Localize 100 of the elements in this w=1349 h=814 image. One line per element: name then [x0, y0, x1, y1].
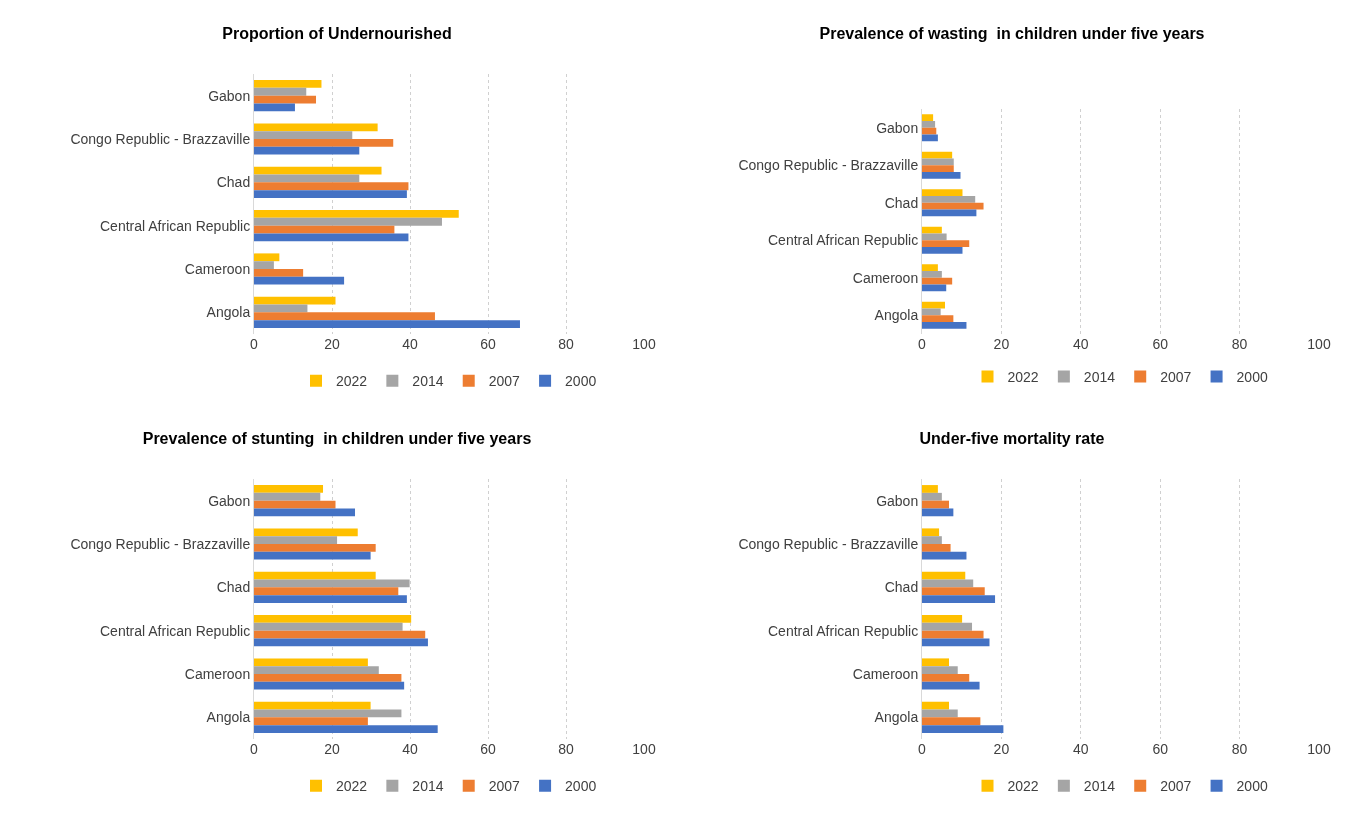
x-tick-label: 0	[250, 741, 259, 757]
bar	[922, 151, 953, 159]
y-tick-label: Central African Republic	[768, 232, 919, 249]
bar	[922, 315, 954, 322]
legend-label: 2007	[488, 778, 521, 795]
bar	[922, 301, 946, 309]
bar	[254, 261, 274, 269]
legend-label: 2014	[1083, 369, 1116, 386]
y-tick-label: Congo Republic - Brazzaville	[738, 535, 919, 552]
x-tick-label: 40	[1073, 336, 1089, 352]
y-tick-label: Gabon	[876, 492, 919, 509]
bar	[922, 725, 1004, 733]
bar	[254, 571, 376, 580]
legend-label: 2022	[336, 373, 368, 390]
bar	[922, 240, 970, 247]
y-tick-label: Gabon	[208, 492, 251, 509]
bar	[254, 190, 407, 198]
bar	[922, 638, 990, 647]
bar	[922, 674, 970, 682]
bar	[254, 717, 368, 726]
bar	[922, 308, 941, 316]
legend-label: 2014	[1083, 778, 1116, 795]
bar	[922, 121, 936, 128]
x-tick-label: 0	[250, 336, 259, 352]
bar	[922, 681, 980, 690]
bar	[922, 158, 954, 166]
bar	[922, 264, 938, 271]
bar	[922, 551, 967, 560]
x-tick-label: 100	[632, 741, 656, 757]
bar	[922, 485, 938, 493]
y-tick-label: Gabon	[208, 87, 251, 104]
legend-label: 2000	[565, 778, 597, 795]
bar	[922, 595, 996, 603]
x-tick-label: 0	[918, 741, 927, 757]
bar	[254, 485, 324, 493]
bar	[254, 551, 371, 560]
bar	[254, 587, 399, 596]
legend-label: 2007	[488, 373, 521, 390]
x-tick-label: 60	[480, 336, 496, 352]
chart-title: Under-five mortality rate	[919, 430, 1105, 448]
bar	[922, 508, 954, 517]
bar	[254, 182, 409, 191]
bar	[922, 492, 942, 501]
y-tick-label: Central African Republic	[100, 217, 251, 234]
x-tick-label: 100	[632, 336, 656, 352]
bar	[922, 114, 934, 121]
legend-label: 2000	[1236, 369, 1268, 386]
legend-label: 2000	[565, 373, 597, 390]
legend-label: 2022	[336, 778, 368, 795]
y-tick-label: Chad	[216, 579, 251, 596]
x-tick-label: 20	[993, 741, 1010, 757]
legend-label: 2007	[1160, 369, 1192, 386]
bar	[254, 528, 358, 537]
x-tick-label: 20	[324, 336, 340, 352]
bar	[254, 174, 360, 183]
x-tick-label: 80	[558, 336, 574, 352]
x-tick-label: 20	[993, 336, 1010, 352]
bar	[254, 508, 356, 517]
y-tick-label: Angola	[206, 304, 251, 321]
bar	[254, 638, 428, 647]
bar	[254, 80, 322, 88]
bar	[254, 622, 403, 631]
y-tick-label: Angola	[206, 709, 251, 726]
bar	[254, 233, 409, 242]
y-tick-label: Congo Republic - Brazzaville	[70, 130, 251, 147]
bar	[922, 536, 942, 544]
bar	[254, 725, 438, 733]
bar	[254, 103, 295, 112]
y-tick-label: Angola	[874, 709, 919, 726]
y-tick-label: Chad	[884, 194, 919, 211]
bar	[254, 595, 407, 603]
bar	[922, 544, 951, 552]
x-tick-label: 40	[402, 336, 418, 352]
chart-title: Prevalence of wasting in children under five years	[819, 25, 1205, 43]
chart-title: Prevalence of stunting in children under five years	[142, 430, 532, 448]
bar	[922, 202, 984, 210]
legend-label: 2007	[1160, 778, 1192, 795]
bar	[254, 131, 353, 139]
bar	[254, 253, 280, 262]
bar	[922, 226, 942, 234]
y-tick-label: Congo Republic - Brazzaville	[738, 157, 919, 174]
bar	[922, 701, 949, 710]
y-tick-label: Chad	[884, 579, 919, 596]
x-tick-label: 0	[918, 336, 927, 352]
x-tick-label: 20	[324, 741, 340, 757]
x-tick-label: 100	[1307, 336, 1331, 352]
x-tick-label: 60	[1152, 336, 1169, 352]
bar	[922, 127, 937, 135]
bar	[254, 630, 426, 639]
bar	[922, 630, 984, 639]
bar	[254, 217, 442, 226]
bar	[254, 579, 410, 588]
bar	[922, 587, 985, 596]
y-tick-label: Cameroon	[184, 665, 251, 682]
bar	[254, 210, 459, 218]
bar	[922, 196, 976, 203]
x-tick-label: 80	[558, 741, 574, 757]
bar	[922, 666, 958, 674]
bar	[922, 233, 947, 241]
bar	[254, 123, 378, 132]
